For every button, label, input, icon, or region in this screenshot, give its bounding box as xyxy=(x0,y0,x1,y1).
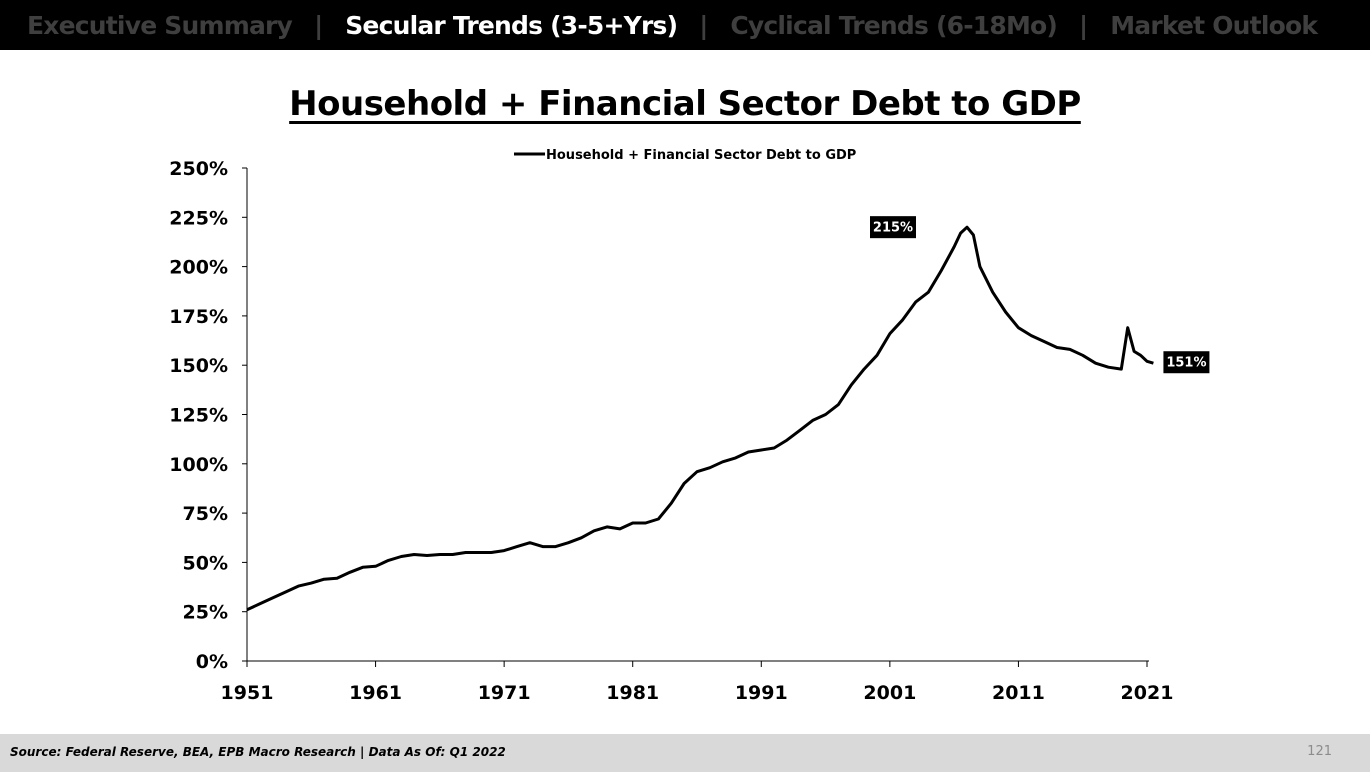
value-callout-label: 215% xyxy=(873,221,913,236)
y-tick-label: 150% xyxy=(169,355,228,377)
y-tick-label: 225% xyxy=(169,207,228,229)
x-tick-label: 2011 xyxy=(992,682,1045,704)
y-tick-label: 25% xyxy=(183,602,228,624)
footer-bar: Source: Federal Reserve, BEA, EPB Macro … xyxy=(0,734,1370,772)
top-navigation: Executive Summary | Secular Trends (3-5+… xyxy=(0,0,1370,50)
nav-separator: | xyxy=(699,10,709,40)
y-tick-label: 250% xyxy=(169,158,228,180)
chart-series xyxy=(246,225,1154,612)
chart-title-block: Household + Financial Sector Debt to GDP xyxy=(0,84,1370,124)
chart-title: Household + Financial Sector Debt to GDP xyxy=(289,84,1081,124)
value-callout-label: 151% xyxy=(1166,356,1206,371)
y-tick-label: 200% xyxy=(169,257,228,279)
tab-executive-summary[interactable]: Executive Summary xyxy=(27,10,293,40)
x-tick-label: 1971 xyxy=(478,682,531,704)
y-tick-label: 0% xyxy=(196,651,228,673)
value-callout: 215% xyxy=(870,216,916,239)
y-tick-label: 75% xyxy=(183,503,228,525)
x-tick-label: 1991 xyxy=(735,682,788,704)
page-number: 121 xyxy=(1307,744,1332,759)
source-note: Source: Federal Reserve, BEA, EPB Macro … xyxy=(10,745,506,759)
legend-label: Household + Financial Sector Debt to GDP xyxy=(546,148,856,163)
debt-to-gdp-chart: Household + Financial Sector Debt to GDP… xyxy=(169,148,1210,704)
chart-legend: Household + Financial Sector Debt to GDP xyxy=(514,148,856,163)
x-tick-label: 2021 xyxy=(1121,682,1174,704)
y-tick-label: 125% xyxy=(169,405,228,427)
tab-secular-trends[interactable]: Secular Trends (3-5+Yrs) xyxy=(345,10,678,40)
x-tick-label: 2001 xyxy=(863,682,916,704)
tab-market-outlook[interactable]: Market Outlook xyxy=(1110,10,1318,40)
value-callout-box xyxy=(870,216,916,239)
tab-cyclical-trends[interactable]: Cyclical Trends (6-18Mo) xyxy=(730,10,1058,40)
series-line-debt-to-gdp xyxy=(246,225,1154,612)
nav-separator: | xyxy=(314,10,324,40)
value-callout: 151% xyxy=(1163,351,1210,374)
x-tick-label: 1951 xyxy=(221,682,274,704)
x-tick-label: 1981 xyxy=(606,682,659,704)
y-tick-label: 50% xyxy=(183,552,228,574)
y-tick-label: 100% xyxy=(169,454,228,476)
nav-separator: | xyxy=(1079,10,1089,40)
y-tick-label: 175% xyxy=(169,306,228,328)
x-tick-label: 1961 xyxy=(349,682,402,704)
chart-axes: 0% 25% 50% 75% 100% 125% 150% 175% 200% 225% 250% 1… xyxy=(169,158,1173,704)
value-callout-box xyxy=(1163,351,1210,374)
chart-annotations: 215% 151% xyxy=(870,216,1210,374)
